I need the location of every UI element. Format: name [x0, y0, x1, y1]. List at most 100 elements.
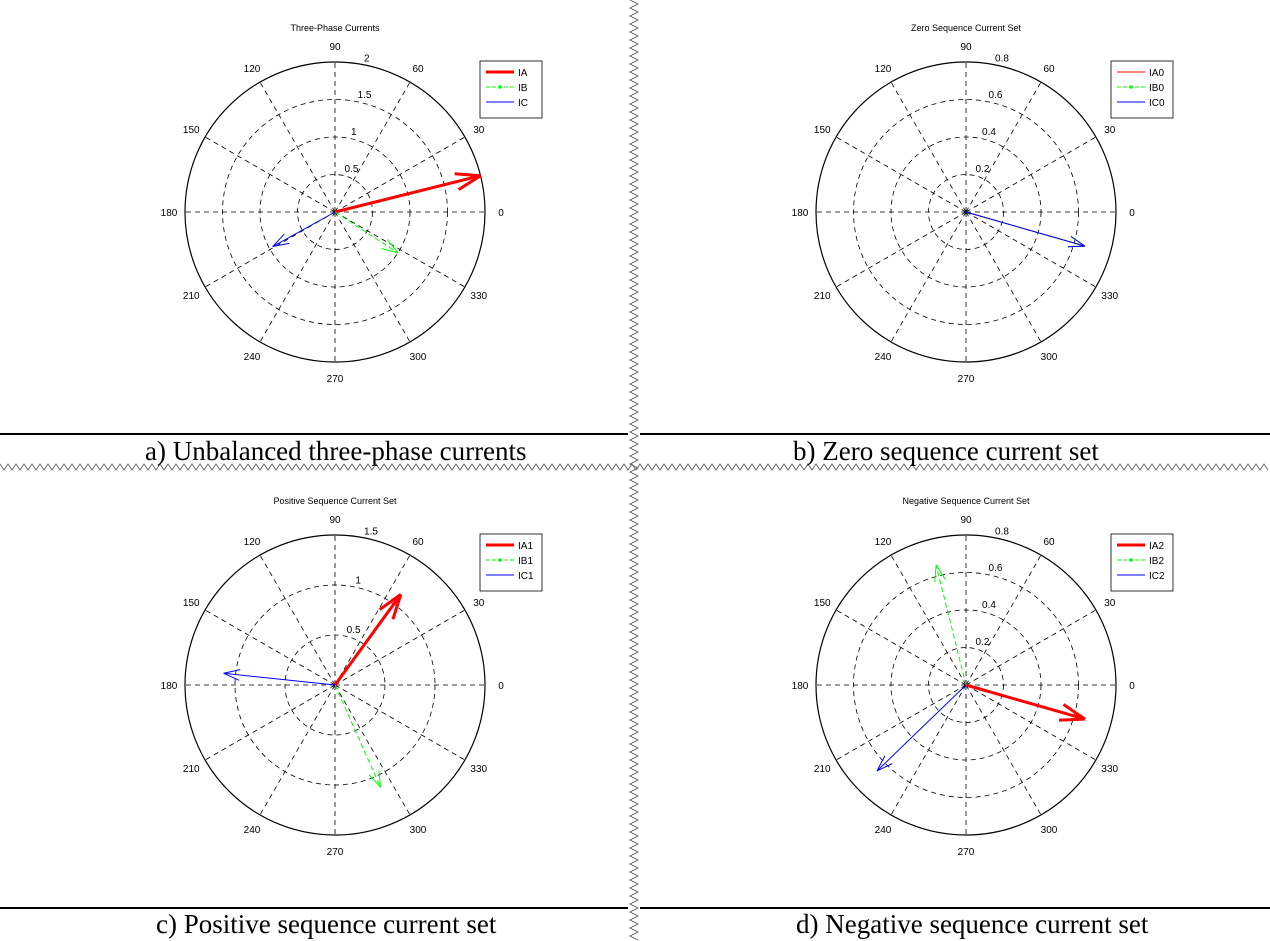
- legend-marker: [498, 558, 502, 562]
- chart-title: Three-Phase Currents: [290, 23, 380, 33]
- angle-tick-label: 30: [473, 598, 485, 609]
- spoke-300: [334, 211, 411, 343]
- spoke-60: [965, 81, 1042, 213]
- spoke-120: [259, 81, 336, 213]
- spoke-330: [334, 684, 466, 761]
- phasor-ib1: [334, 684, 382, 788]
- phasor-shaft: [272, 211, 336, 247]
- spoke-210: [204, 211, 336, 288]
- angle-tick-label: 120: [244, 537, 261, 548]
- phasor-ia1: [333, 593, 403, 686]
- spoke-210: [835, 684, 967, 761]
- angle-tick-label: 60: [1043, 537, 1055, 548]
- angle-tick-label: 330: [470, 764, 487, 775]
- radius-tick-label: 1: [351, 127, 357, 138]
- panel-b-polar-plot: Zero Sequence Current Set 0.2 0.4 0.6 0.8 0 30…: [792, 23, 1174, 385]
- legend-marker: [1129, 558, 1133, 562]
- angle-tick-label: 240: [875, 825, 892, 836]
- spoke-210: [204, 684, 336, 761]
- legend: IA2 IB2 IC2: [1110, 533, 1174, 592]
- radius-tick-label: 0.4: [982, 127, 996, 138]
- phasor-arrowhead: [391, 593, 403, 620]
- radius-tick-label: 0.2: [976, 164, 990, 175]
- angle-tick-label: 150: [183, 598, 200, 609]
- angle-tick-label: 270: [327, 847, 344, 858]
- angle-tick-label: 180: [161, 208, 178, 219]
- angle-tick-label: 90: [329, 515, 341, 526]
- angle-tick-label: 30: [473, 125, 485, 136]
- chart-title: Zero Sequence Current Set: [911, 23, 1022, 33]
- phasor-ic: [272, 211, 336, 248]
- angle-tick-label: 210: [183, 291, 200, 302]
- outer-ring: [815, 61, 1117, 363]
- radius-tick-label: 0.6: [989, 90, 1003, 101]
- radius-tick-label: 1.5: [364, 526, 378, 537]
- radius-tick-label: 0.2: [976, 637, 990, 648]
- ring-0.2: [928, 174, 1004, 250]
- phasor-arrowhead: [378, 770, 382, 788]
- chart-title: Negative Sequence Current Set: [902, 496, 1030, 506]
- legend-label: IA: [518, 68, 528, 79]
- phasor-arrowhead: [1067, 245, 1085, 248]
- angle-tick-label: 330: [1101, 291, 1118, 302]
- chart-title: Positive Sequence Current Set: [273, 496, 397, 506]
- spoke-60: [334, 554, 411, 686]
- outer-ring: [184, 61, 486, 363]
- angle-tick-label: 300: [1041, 825, 1058, 836]
- legend-label: IA0: [1149, 68, 1164, 79]
- phasor-arrowhead: [934, 564, 937, 582]
- caption-d: d) Negative sequence current set: [796, 909, 1149, 939]
- spoke-60: [965, 554, 1042, 686]
- caption-c: c) Positive sequence current set: [156, 909, 497, 939]
- legend-label: IB: [518, 83, 528, 94]
- phasor-arrowhead: [386, 239, 399, 254]
- caption-b: b) Zero sequence current set: [793, 436, 1099, 466]
- legend-label: IC0: [1149, 98, 1165, 109]
- phasor-ic1: [223, 669, 336, 686]
- angle-tick-label: 90: [329, 42, 341, 53]
- angle-tick-label: 150: [814, 125, 831, 136]
- angle-tick-label: 60: [1043, 64, 1055, 75]
- ring-0.5: [284, 634, 386, 736]
- legend-label: IB2: [1149, 556, 1164, 567]
- caption-rule-c: [0, 907, 628, 909]
- legend: IA IB IC: [479, 60, 543, 119]
- ring-1: [234, 584, 436, 786]
- legend-label: IC1: [518, 571, 534, 582]
- ring-0.4: [890, 136, 1042, 288]
- angle-tick-label: 60: [412, 537, 424, 548]
- angle-tick-label: 120: [244, 64, 261, 75]
- ring-1.5: [222, 99, 448, 325]
- spoke-30: [965, 136, 1097, 213]
- caption-rule-d: [640, 907, 1270, 909]
- phasor-arrowhead: [378, 593, 402, 611]
- phasor-arrowhead: [223, 669, 241, 674]
- legend: IA1 IB1 IC1: [479, 533, 543, 592]
- phasor-shaft: [965, 211, 1086, 247]
- phasor-ib: [334, 211, 399, 254]
- ring-0.6: [853, 572, 1079, 798]
- caption-rule-a: [0, 433, 628, 435]
- angle-tick-label: 180: [792, 681, 809, 692]
- phasor-shaft: [935, 564, 967, 686]
- angle-tick-label: 0: [1129, 681, 1135, 692]
- spoke-240: [259, 684, 336, 816]
- angle-tick-label: 180: [792, 208, 809, 219]
- angle-tick-label: 180: [161, 681, 178, 692]
- spoke-120: [890, 554, 967, 686]
- angle-tick-label: 150: [183, 125, 200, 136]
- radius-tick-label: 2: [364, 53, 370, 64]
- phasor-arrowhead: [223, 672, 240, 681]
- ring-0.4: [890, 609, 1042, 761]
- angle-tick-label: 210: [183, 764, 200, 775]
- horizontal-zigzag-line: [0, 463, 1269, 471]
- spoke-150: [204, 609, 336, 686]
- radius-tick-label: 0.4: [982, 600, 996, 611]
- phasor-shaft: [876, 684, 967, 772]
- angle-tick-label: 300: [410, 352, 427, 363]
- ring-1: [259, 136, 411, 288]
- outer-ring: [815, 534, 1117, 836]
- phasor-arrowhead: [935, 564, 946, 580]
- radius-tick-label: 0.5: [347, 625, 361, 636]
